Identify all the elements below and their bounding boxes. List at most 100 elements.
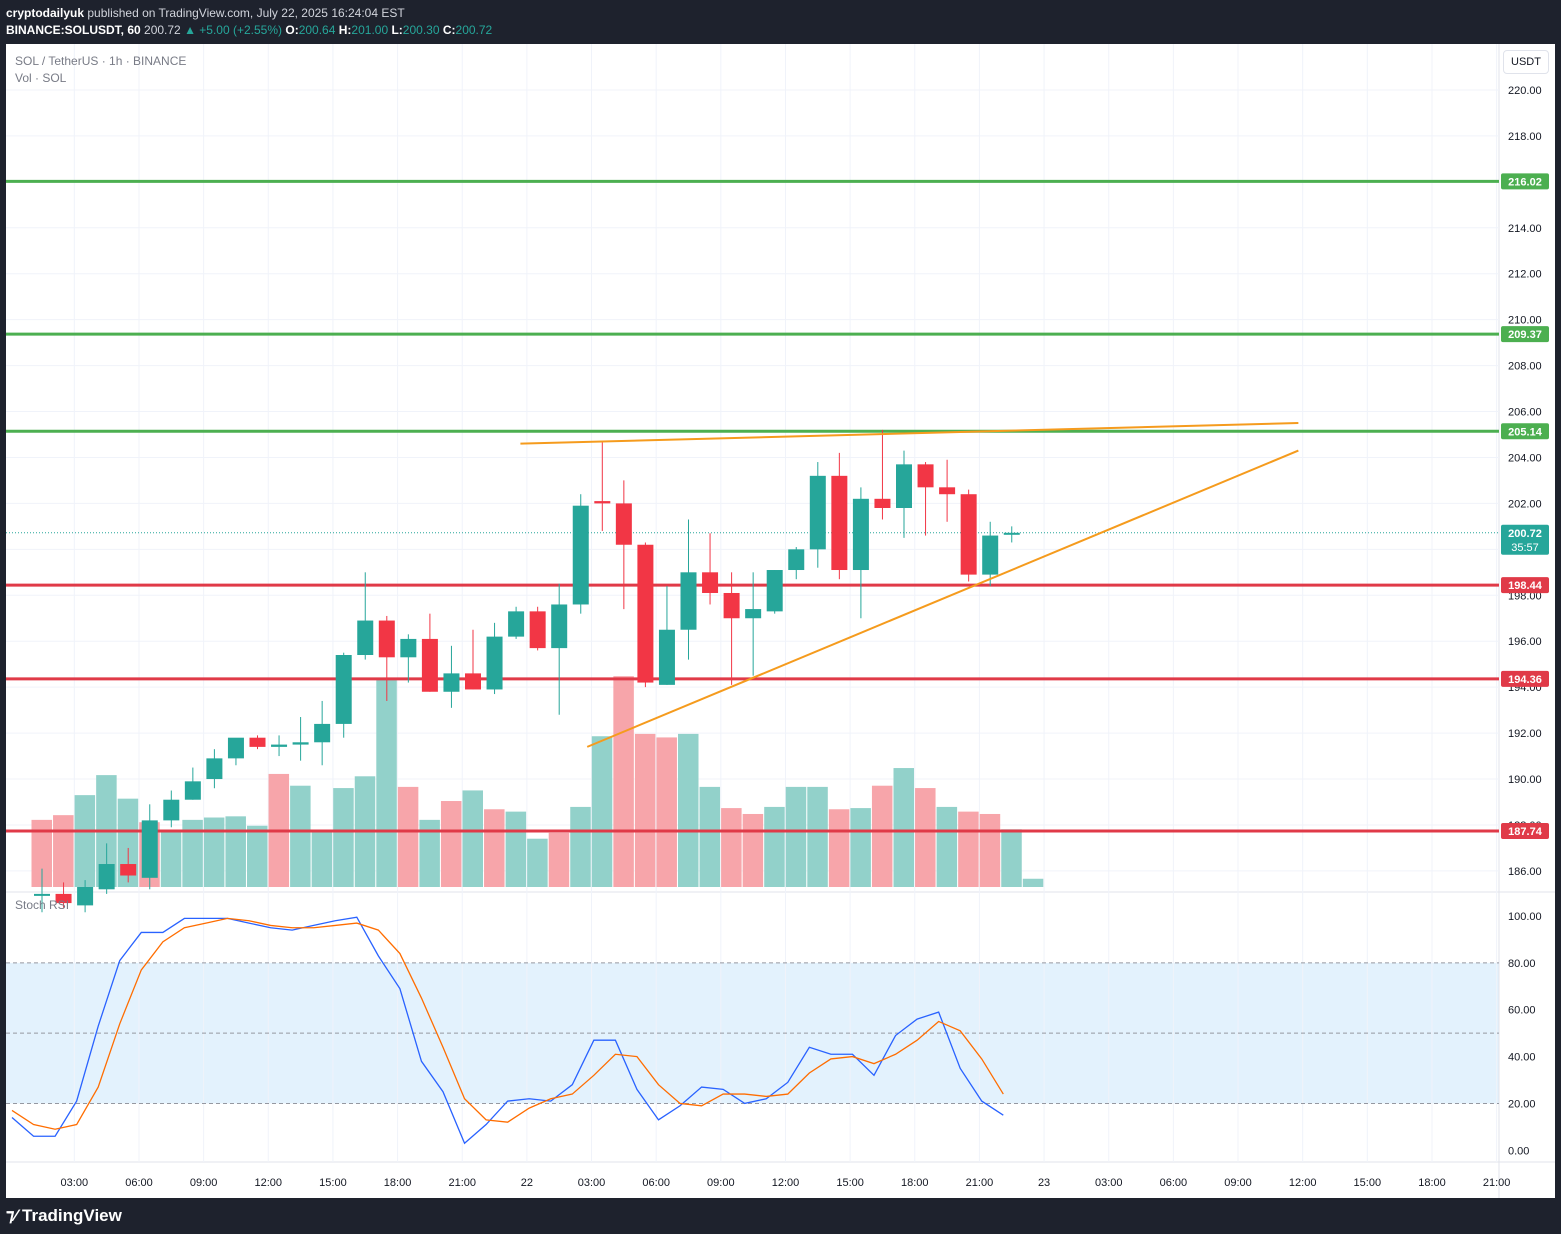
- price-tick: 198.00: [1508, 590, 1542, 602]
- volume-bar: [419, 819, 440, 887]
- candle-body: [378, 620, 395, 658]
- footer-bar: ⁊⁄ TradingView: [0, 1198, 1561, 1234]
- symbol-label: BINANCE:SOLUSDT, 60: [6, 23, 141, 37]
- volume-bar: [656, 737, 677, 887]
- stoch-tick: 0.00: [1508, 1145, 1529, 1157]
- time-tick: 12:00: [772, 1177, 800, 1189]
- candle-body: [227, 737, 244, 759]
- price-tick: 218.00: [1508, 131, 1542, 143]
- volume-bar: [333, 788, 354, 887]
- time-tick: 18:00: [1418, 1177, 1446, 1189]
- open-value: 200.64: [298, 23, 336, 37]
- chart-area[interactable]: 186.00188.00190.00192.00194.00196.00198.…: [6, 44, 1555, 1198]
- volume-bar: [785, 786, 807, 887]
- logo-text: TradingView: [22, 1206, 122, 1225]
- candle-body: [508, 611, 525, 637]
- candle-body: [335, 655, 352, 724]
- candle-body: [184, 781, 201, 800]
- ohlc-line: BINANCE:SOLUSDT, 60 200.72 ▲ +5.00 (+2.5…: [6, 23, 492, 37]
- candle-body: [77, 887, 94, 906]
- volume-bar: [397, 786, 419, 887]
- time-tick: 15:00: [1354, 1177, 1382, 1189]
- time-tick: 15:00: [319, 1177, 347, 1189]
- volume-bar: [807, 786, 828, 887]
- price-tick: 214.00: [1508, 223, 1542, 235]
- candle-body: [831, 475, 848, 571]
- grid-lines: [6, 44, 1555, 1198]
- candle-body: [141, 820, 158, 878]
- stoch-legend[interactable]: Stoch RSI: [15, 898, 70, 912]
- candle-body: [34, 893, 50, 896]
- volume-bar: [182, 819, 203, 887]
- volume-bar: [1022, 878, 1044, 887]
- symbol-legend[interactable]: SOL / TetherUS · 1h · BINANCE: [15, 54, 187, 68]
- candle-body: [594, 501, 611, 504]
- stoch-tick: 60.00: [1508, 1005, 1536, 1017]
- price-tick: 210.00: [1508, 315, 1542, 327]
- candles[interactable]: [34, 429, 1020, 913]
- candle-body: [206, 758, 223, 780]
- close-value: 200.72: [455, 23, 493, 37]
- price-tick: 202.00: [1508, 498, 1542, 510]
- price-axis[interactable]: 186.00188.00190.00192.00194.00196.00198.…: [1508, 85, 1542, 1157]
- time-tick: 21:00: [448, 1177, 476, 1189]
- level-label-bg: [1501, 670, 1549, 687]
- volume-legend[interactable]: Vol · SOL: [15, 71, 67, 85]
- volume-bar: [203, 817, 225, 887]
- volume-bar: [850, 808, 871, 887]
- candle-body: [292, 742, 309, 745]
- high-label: H:: [338, 23, 352, 37]
- time-axis[interactable]: 03:00 06:00 09:00 12:00 15:00 18:00 21:00 22 03:…: [61, 1177, 1511, 1189]
- time-tick: 18:00: [901, 1177, 929, 1189]
- volume-bar: [53, 815, 74, 887]
- volume-bar: [871, 785, 893, 887]
- level-label-bg: [1501, 577, 1549, 594]
- trendline: [586, 449, 1299, 748]
- currency-button[interactable]: USDT: [1503, 50, 1549, 74]
- volume-bar: [979, 813, 1001, 887]
- level-label: 187.74: [1508, 826, 1543, 838]
- chart-svg[interactable]: 186.00188.00190.00192.00194.00196.00198.…: [6, 44, 1555, 1198]
- volume-bar: [290, 785, 311, 887]
- time-tick: 21:00: [966, 1177, 994, 1189]
- level-label-bg: [1501, 173, 1549, 190]
- price-tick: 212.00: [1508, 269, 1542, 281]
- candle-body: [680, 572, 697, 630]
- volume-bar: [311, 830, 333, 887]
- time-tick: 09:00: [1224, 1177, 1252, 1189]
- volume-bar: [74, 795, 96, 887]
- stoch-tick: 100.00: [1508, 911, 1542, 923]
- volume-bar: [591, 736, 613, 887]
- tradingview-logo[interactable]: ⁊⁄ TradingView: [6, 1206, 122, 1226]
- candle-body: [443, 673, 460, 692]
- volume-bar: [721, 808, 742, 887]
- volume-bar: [678, 733, 699, 887]
- publisher-name[interactable]: cryptodailyuk: [6, 6, 85, 20]
- time-tick: 09:00: [190, 1177, 218, 1189]
- volume-bar: [699, 786, 721, 887]
- volume-bar: [634, 733, 656, 887]
- trendline: [520, 422, 1299, 445]
- candle-body: [982, 535, 999, 575]
- price-tick: 204.00: [1508, 452, 1542, 464]
- time-tick: 06:00: [642, 1177, 670, 1189]
- volume-bar: [764, 806, 785, 887]
- horizontal-levels[interactable]: [6, 179, 1499, 833]
- volume-bars: [31, 676, 1044, 887]
- candle-body: [766, 570, 783, 612]
- stoch-tick: 40.00: [1508, 1052, 1536, 1064]
- trendlines[interactable]: [520, 422, 1299, 748]
- published-text: published on TradingView.com, July 22, 2…: [87, 6, 405, 20]
- level-label: 205.14: [1508, 426, 1543, 438]
- volume-bar: [915, 788, 936, 887]
- candle-body: [163, 799, 180, 821]
- candle-body: [874, 498, 891, 508]
- volume-bar: [440, 801, 462, 887]
- volume-bar: [548, 832, 570, 887]
- volume-bar: [613, 676, 634, 887]
- level-label: 216.02: [1508, 176, 1542, 188]
- time-tick: 12:00: [255, 1177, 283, 1189]
- close-label: C:: [442, 23, 456, 37]
- volume-bar: [1001, 829, 1022, 887]
- candle-body: [98, 864, 115, 890]
